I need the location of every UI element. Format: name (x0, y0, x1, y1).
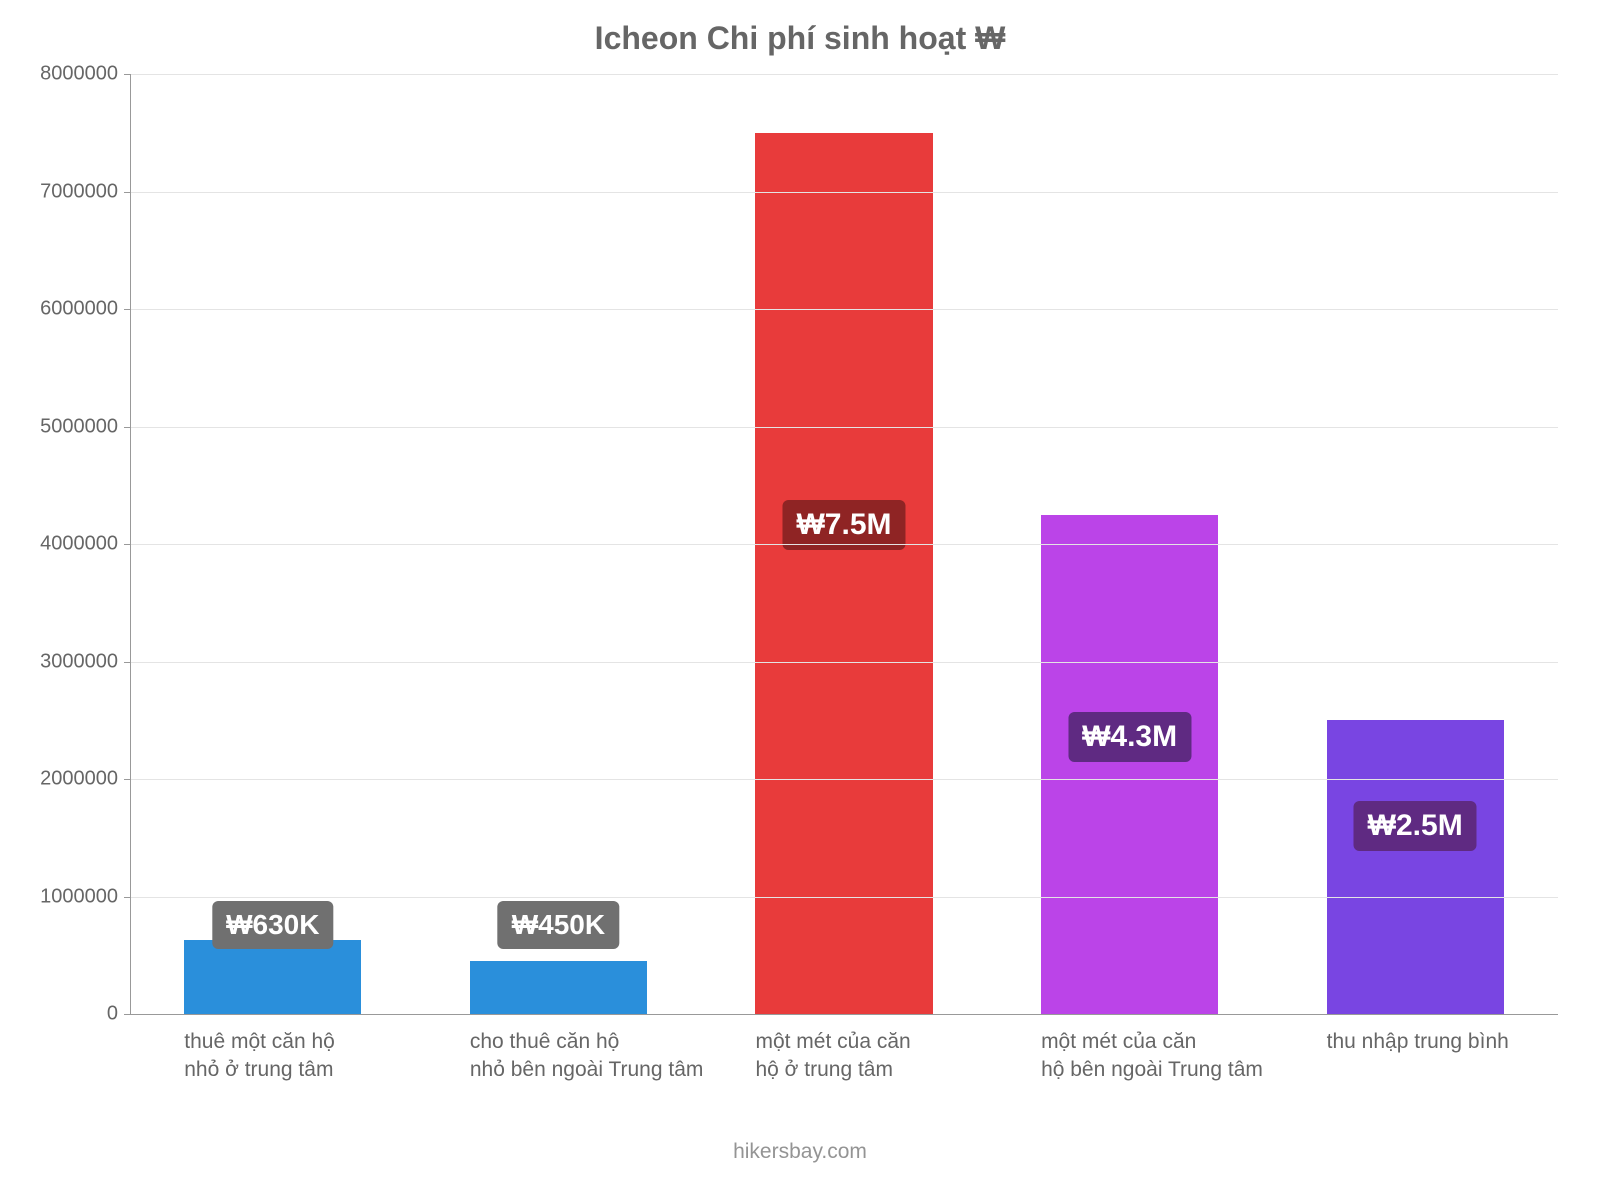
chart-title: Icheon Chi phí sinh hoạt ₩ (0, 20, 1600, 57)
grid-line (130, 427, 1558, 428)
x-tick-label: một mét của cănhộ ở trung tâm (755, 1028, 1069, 1085)
bar (470, 961, 647, 1014)
grid-line (130, 779, 1558, 780)
chart-container: Icheon Chi phí sinh hoạt ₩ ₩630K ₩450K ₩7.… (0, 0, 1600, 1200)
x-axis-line (130, 1014, 1558, 1015)
bar (1327, 720, 1504, 1014)
y-tick-label: 8000000 (40, 63, 130, 86)
x-tick-label: một mét của cănhộ bên ngoài Trung tâm (1041, 1028, 1355, 1085)
bar-value-label: ₩4.3M (1068, 712, 1191, 762)
y-tick-label: 0 (107, 1003, 130, 1026)
bar-value-label: ₩630K (212, 901, 333, 949)
y-tick-label: 2000000 (40, 768, 130, 791)
y-tick-label: 3000000 (40, 650, 130, 673)
grid-line (130, 192, 1558, 193)
y-axis-line (130, 74, 131, 1014)
grid-line (130, 897, 1558, 898)
grid-line (130, 74, 1558, 75)
bar (1041, 515, 1218, 1014)
bar-value-label: ₩2.5M (1354, 801, 1477, 851)
grid-line (130, 309, 1558, 310)
y-tick-label: 5000000 (40, 415, 130, 438)
y-tick-label: 4000000 (40, 533, 130, 556)
y-tick-label: 6000000 (40, 298, 130, 321)
grid-line (130, 544, 1558, 545)
x-tick-label: cho thuê căn hộnhỏ bên ngoài Trung tâm (470, 1028, 784, 1085)
x-tick-label: thu nhập trung bình (1327, 1028, 1600, 1056)
grid-line (130, 662, 1558, 663)
y-tick-label: 1000000 (40, 885, 130, 908)
y-tick-label: 7000000 (40, 180, 130, 203)
bar-value-label: ₩450K (498, 901, 619, 949)
bar (755, 133, 932, 1014)
credit-text: hikersbay.com (0, 1140, 1600, 1164)
plot-area: ₩630K₩450K₩7.5M₩4.3M₩2.5M 01000000200000… (130, 74, 1558, 1014)
bar-value-label: ₩7.5M (782, 500, 905, 550)
bar (184, 940, 361, 1014)
x-tick-label: thuê một căn hộnhỏ ở trung tâm (184, 1028, 498, 1085)
